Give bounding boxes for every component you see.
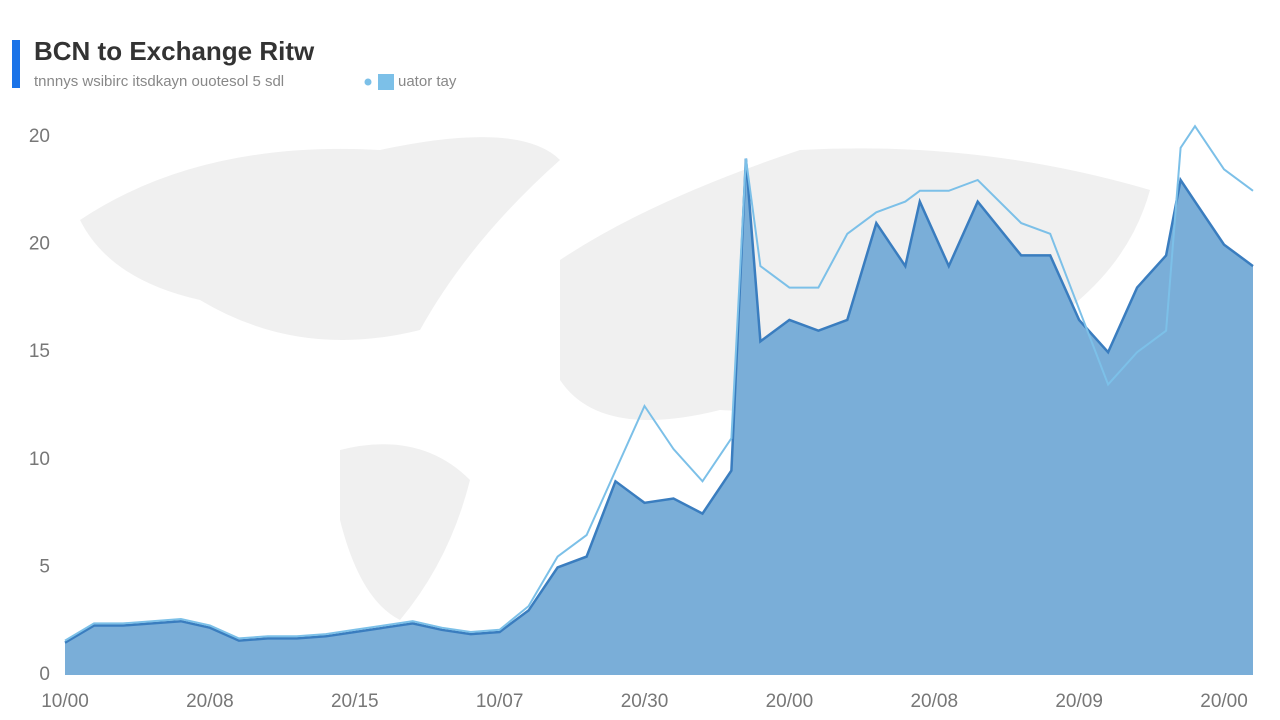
x-tick-label: 20/00 <box>1200 691 1248 712</box>
x-tick-label: 10/00 <box>41 691 89 712</box>
line <box>64 124 1254 642</box>
line <box>64 158 1254 644</box>
y-tick-label: 5 <box>39 556 50 577</box>
y-tick-label: 0 <box>39 664 50 685</box>
y-tick-label: 20 <box>29 126 50 147</box>
y-tick-label: 20 <box>29 234 50 255</box>
x-tick-label: 20/15 <box>331 691 379 712</box>
y-tick-label: 10 <box>29 449 50 470</box>
legend-label: uator tay <box>398 73 457 90</box>
legend-swatch <box>378 74 394 90</box>
x-tick-label: 20/00 <box>766 691 814 712</box>
legend-dot <box>364 78 372 86</box>
area <box>65 158 1253 675</box>
x-tick-label: 20/30 <box>621 691 669 712</box>
chart-subtitle: tnnnys wsibirc itsdkayn ouotesol 5 sdl <box>34 73 284 90</box>
x-tick-label: 20/08 <box>186 691 234 712</box>
x-tick-label: 10/07 <box>476 691 524 712</box>
x-tick-label: 20/08 <box>910 691 958 712</box>
chart-title: BCN to Exchange Ritw <box>34 36 315 66</box>
y-tick-label: 15 <box>29 341 50 362</box>
title-accent <box>12 40 20 88</box>
x-tick-label: 20/09 <box>1055 691 1103 712</box>
